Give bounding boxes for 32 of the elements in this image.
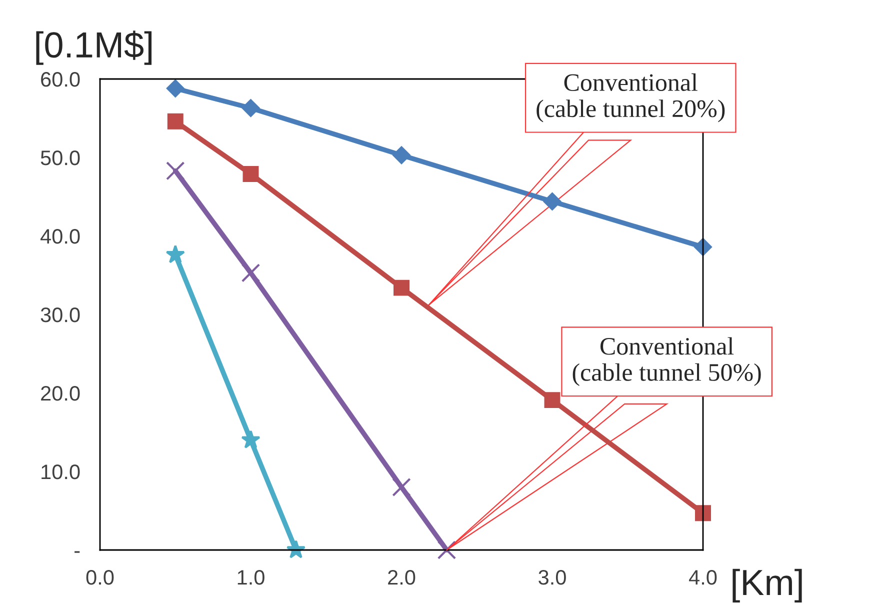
y-tick-label: 30.0 — [40, 308, 80, 322]
point — [241, 264, 260, 282]
point — [166, 244, 186, 264]
point — [394, 280, 410, 296]
y-tick-label: 20.0 — [41, 386, 80, 401]
x-tick-label: 1.0 — [238, 570, 264, 585]
point — [241, 430, 260, 448]
point — [544, 392, 560, 408]
annotation: Conventional (cable tunnel 50%) — [572, 337, 761, 386]
y-tick-label: 40.0 — [40, 229, 80, 244]
point — [242, 166, 259, 182]
point — [167, 113, 184, 130]
annotation: Conventional (cable tunnel 20%) — [536, 73, 725, 122]
point — [392, 478, 411, 497]
point — [166, 161, 185, 180]
point — [437, 540, 456, 560]
y-tick-label: 10.0 — [42, 464, 80, 480]
y-tick-label: 50.0 — [40, 150, 80, 166]
point — [286, 540, 306, 558]
point — [166, 79, 185, 98]
point — [695, 505, 711, 522]
x-tick-label: 0.0 — [86, 570, 114, 585]
point — [392, 146, 411, 164]
y-tick-label: - — [74, 551, 80, 553]
y-axis-title: [0.1M$] — [36, 30, 152, 65]
point — [242, 98, 260, 118]
x-tick-label: 2.0 — [388, 570, 416, 585]
point — [543, 192, 562, 211]
y-tick-label: 60.0 — [41, 72, 80, 87]
x-tick-label: 4.0 — [689, 570, 717, 585]
x-axis-title: [Km] — [732, 568, 802, 602]
x-tick-label: 3.0 — [538, 570, 566, 585]
